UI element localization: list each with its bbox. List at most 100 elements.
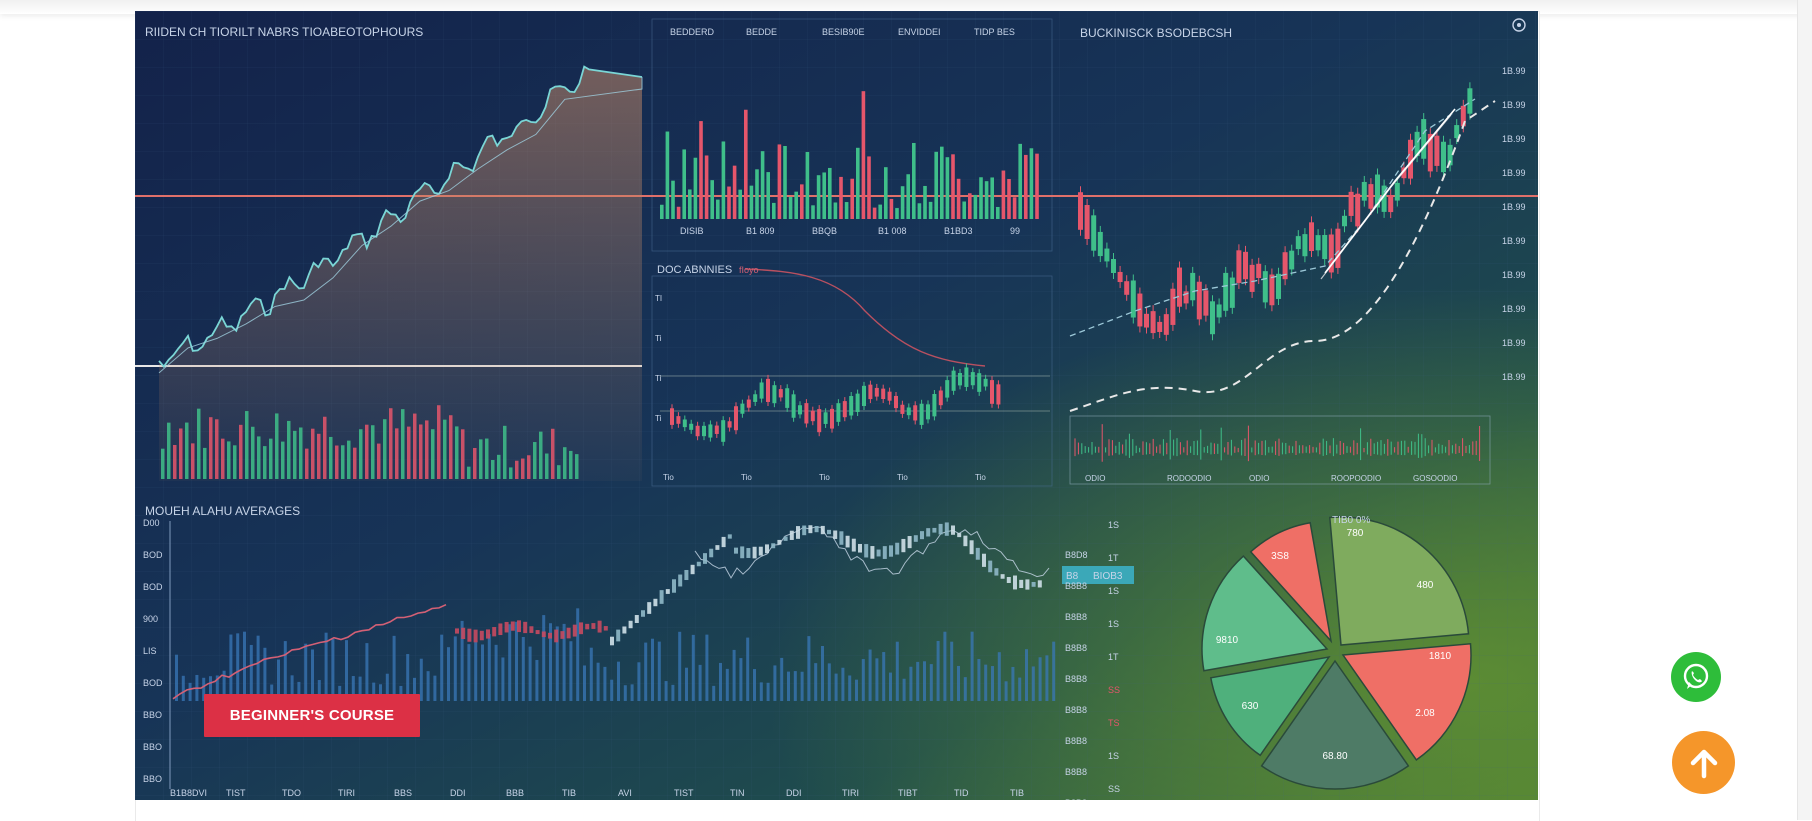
ma-volume-bar: [719, 662, 722, 701]
ma-volume-bar: [277, 659, 280, 701]
histogram-bar: [850, 178, 854, 219]
ma-candle: [579, 622, 583, 635]
ma-candle: [901, 538, 906, 553]
histogram-bar: [688, 189, 692, 219]
volume-bar: [191, 443, 195, 479]
volXLabels-item: GOSOODIO: [1413, 474, 1457, 483]
whatsapp-button[interactable]: [1671, 652, 1721, 702]
candle-body: [1394, 182, 1400, 201]
pie-label: 68.80: [1322, 751, 1347, 762]
candle-body: [990, 380, 994, 404]
ma-candle: [876, 549, 881, 557]
histogram-bar: [934, 151, 938, 219]
ma-candle: [721, 536, 726, 548]
ma-candle: [820, 525, 825, 535]
volume-bar: [239, 424, 243, 479]
volume-bar: [389, 408, 393, 479]
back-to-top-button[interactable]: [1672, 731, 1735, 794]
ma-volume-bar: [868, 649, 872, 701]
histogram-bar: [962, 201, 966, 219]
candle-body: [1130, 280, 1136, 318]
volume-bar: [569, 450, 573, 479]
ma-volume-bar: [678, 631, 682, 701]
maXLabels-item: BBB: [506, 788, 524, 798]
ma-candle: [548, 632, 552, 639]
candle-body: [740, 403, 745, 414]
candle-body: [682, 419, 687, 428]
maXLabels-item: TIST: [226, 788, 246, 798]
ma-volume-bar: [222, 670, 226, 701]
ma-candle: [647, 602, 652, 614]
ma-volume-bar: [426, 671, 430, 701]
page-scrollbar[interactable]: [1797, 0, 1812, 820]
right-axis-labels: 1B.99 1B.99 1B.99 1B.99 1B.99 1B.99 1B.99 1B.99…: [1502, 66, 1526, 382]
volume-bar: [521, 458, 525, 479]
ma-volume-bar: [399, 685, 403, 701]
volume-bar: [509, 467, 513, 479]
volume-bar: [401, 409, 405, 479]
ma-candle: [808, 525, 813, 534]
volume-bar: [575, 454, 579, 479]
candle-body: [689, 423, 694, 430]
pie-header: TIB0 0%: [1332, 515, 1370, 526]
volume-bar: [251, 426, 255, 479]
ma-candle: [1037, 580, 1042, 588]
maXLabels-item: B1B8DVI: [170, 788, 207, 798]
candle-body: [778, 389, 783, 398]
ma-volume-bar: [535, 659, 539, 701]
ma-volume-bar: [759, 682, 763, 701]
ma-candle: [1031, 581, 1036, 587]
maRightLabels-item: B8B8: [1065, 736, 1087, 746]
rightAxisLabels-item: 1B.99: [1502, 338, 1526, 348]
middle-x-labels: Tio Tio Tio Tio Tio: [663, 473, 986, 482]
ma-volume-bar: [1052, 641, 1056, 701]
candle-body: [842, 401, 847, 418]
histogram-bar: [788, 196, 793, 219]
ma-volume-bar: [542, 615, 546, 701]
rightAxisLabels-item: 1B.99: [1502, 236, 1526, 246]
ma-volume-bar: [963, 677, 967, 701]
volume-bar: [293, 430, 297, 479]
ma-volume-bar: [440, 634, 444, 701]
candle-body: [894, 395, 898, 409]
ma-candle: [926, 528, 931, 537]
ma-volume-bar: [997, 652, 1001, 701]
candle-body: [1381, 185, 1387, 212]
ma-volume-bar: [691, 634, 695, 701]
ma-volume-bar: [664, 681, 668, 701]
maXLabels-item: TIB: [1010, 788, 1024, 798]
maXLabels-item: BBS: [394, 788, 412, 798]
candle-body: [1210, 301, 1215, 335]
volume-bar: [227, 441, 231, 479]
candle-body: [1203, 290, 1209, 316]
histogram-bar: [878, 204, 882, 219]
pie-label: 9810: [1216, 635, 1239, 646]
ma-right-value: 1S: [1108, 586, 1119, 596]
ma-volume-bar: [610, 679, 614, 701]
candle-body: [1414, 131, 1420, 157]
maXLabels-item: TIRI: [842, 788, 859, 798]
ma-candle: [473, 629, 478, 643]
maRightLabels-item: B8D8: [1065, 550, 1088, 560]
ma-volume-bar: [175, 654, 178, 701]
candle-body: [964, 367, 969, 387]
ma-volume-bar: [256, 635, 260, 701]
volume-bar: [563, 447, 567, 479]
candle-body: [772, 385, 777, 404]
ma-volume-bar: [515, 621, 518, 701]
beginners-course-button[interactable]: BEGINNER'S COURSE: [204, 694, 420, 737]
candle-body: [1408, 139, 1413, 179]
midXLabels-item: Tio: [897, 473, 908, 482]
candle-body: [1361, 181, 1367, 201]
maXLabels-item: DDI: [786, 788, 802, 798]
midXLabels-item: Tio: [975, 473, 986, 482]
volume-bar: [533, 442, 537, 479]
candle-body: [1335, 228, 1341, 268]
histogram-bar: [884, 167, 888, 219]
ma-candle: [479, 630, 484, 641]
histogram-bar: [979, 177, 983, 219]
candle-body: [791, 394, 796, 418]
volume-bar: [383, 419, 387, 479]
maRightLabels-item: B8B8: [1065, 798, 1087, 800]
ma-candle: [597, 620, 602, 633]
